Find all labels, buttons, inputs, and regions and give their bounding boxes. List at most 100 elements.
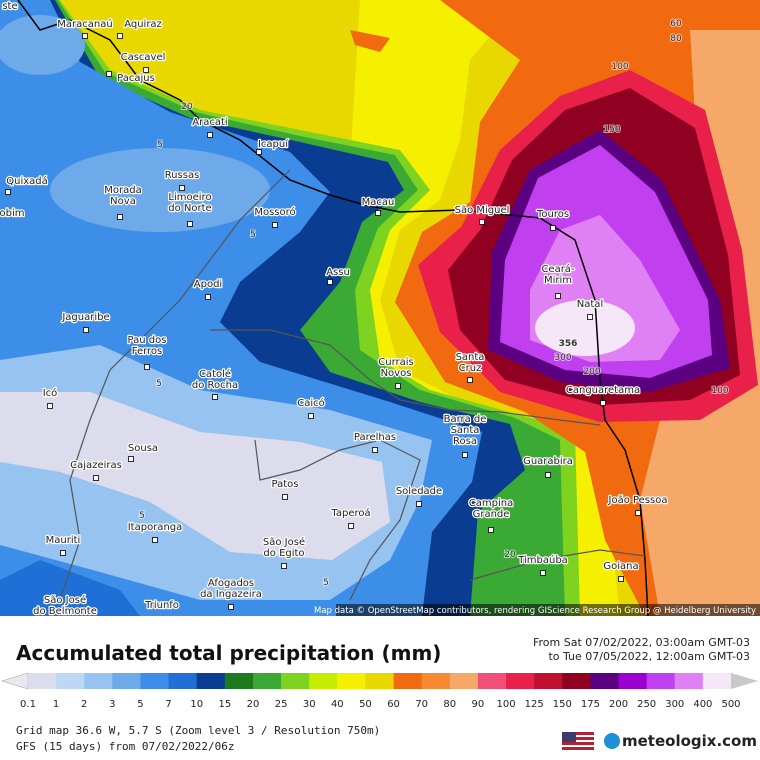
legend-label: 50 bbox=[359, 699, 372, 710]
place-label: Santa bbox=[456, 352, 485, 363]
legend-label: 500 bbox=[721, 699, 740, 710]
place-label: João Pessoa bbox=[608, 495, 668, 506]
place-label: Itaporanga bbox=[128, 522, 183, 533]
place-label: Cruz bbox=[459, 363, 482, 374]
place-label: Touros bbox=[536, 209, 569, 220]
region bbox=[0, 15, 85, 75]
legend-swatch bbox=[702, 673, 732, 689]
place-marker bbox=[348, 523, 354, 529]
legend-label: 70 bbox=[415, 699, 428, 710]
contour-label: 100 bbox=[611, 62, 628, 72]
place-label: Canguaretama bbox=[566, 385, 640, 396]
region bbox=[50, 148, 270, 232]
legend-label: 20 bbox=[247, 699, 260, 710]
title: Accumulated total precipitation (mm) bbox=[16, 641, 441, 665]
place-label: Novos bbox=[381, 368, 412, 379]
legend-label: 60 bbox=[387, 699, 400, 710]
legend-swatch bbox=[393, 673, 423, 689]
flag bbox=[562, 732, 594, 750]
brand[interactable]: meteologix.com bbox=[622, 732, 757, 750]
legend-swatch bbox=[56, 673, 85, 689]
place-label: Mauriti bbox=[46, 535, 81, 546]
contour-label: 5 bbox=[139, 511, 145, 521]
place-marker bbox=[117, 33, 123, 39]
legend-label: 90 bbox=[472, 699, 485, 710]
place-label: Nova bbox=[110, 196, 136, 207]
place-marker bbox=[282, 494, 288, 500]
place-label: Grande bbox=[473, 509, 510, 520]
place-label: Sousa bbox=[128, 443, 158, 454]
place-label: Afogados bbox=[208, 578, 254, 589]
contour-label: 20 bbox=[504, 550, 516, 560]
place-marker bbox=[281, 563, 287, 569]
place-marker bbox=[395, 383, 401, 389]
place-marker bbox=[635, 510, 641, 516]
place-label: São Miguel bbox=[455, 205, 510, 216]
region bbox=[640, 30, 760, 616]
period-from: From Sat 07/02/2022, 03:00am GMT-03 bbox=[533, 636, 750, 649]
place-marker bbox=[600, 400, 606, 406]
place-label: ste bbox=[2, 1, 17, 12]
place-marker bbox=[117, 214, 123, 220]
legend-swatch bbox=[196, 673, 226, 689]
place-label: Pau dos bbox=[128, 335, 167, 346]
legend-label: 1 bbox=[53, 699, 59, 710]
place-marker bbox=[467, 377, 473, 383]
place-label: Currais bbox=[378, 357, 413, 368]
place-label: do Norte bbox=[168, 203, 211, 214]
place-label: Campina bbox=[469, 498, 513, 509]
place-marker bbox=[207, 132, 213, 138]
legend-label: 15 bbox=[218, 699, 231, 710]
legend-swatch bbox=[112, 673, 141, 689]
region bbox=[0, 392, 390, 560]
place-label: Aracati bbox=[192, 117, 227, 128]
place-label: do Belmonte bbox=[33, 606, 97, 617]
legend-label: 200 bbox=[609, 699, 628, 710]
place-marker bbox=[550, 225, 556, 231]
place-marker bbox=[5, 189, 11, 195]
legend-label: 250 bbox=[637, 699, 656, 710]
contour-label: 100 bbox=[711, 386, 728, 396]
place-label: Natal bbox=[577, 299, 603, 310]
legend-label: 40 bbox=[331, 699, 344, 710]
legend-swatch bbox=[646, 673, 676, 689]
place-label: Quixadá bbox=[6, 175, 48, 187]
legend-label: 80 bbox=[443, 699, 456, 710]
legend-label: 2 bbox=[81, 699, 87, 710]
place-label: Assu bbox=[326, 267, 350, 278]
place-label: Parelhas bbox=[354, 432, 396, 443]
legend-label: 30 bbox=[303, 699, 316, 710]
legend-swatch bbox=[168, 673, 198, 689]
legend-swatch bbox=[477, 673, 507, 689]
legend-arrow-right bbox=[731, 673, 758, 689]
place-label: Timbaúba bbox=[517, 554, 568, 566]
place-label: Cajazeiras bbox=[70, 460, 122, 471]
place-marker bbox=[179, 185, 185, 191]
legend-label: 125 bbox=[525, 699, 544, 710]
place-label: Rosa bbox=[453, 436, 477, 447]
legend-swatch bbox=[674, 673, 704, 689]
legend-swatch bbox=[506, 673, 535, 689]
place-label: Barra de bbox=[444, 414, 487, 425]
place-marker bbox=[545, 472, 551, 478]
model-info: GFS (15 days) from 07/02/2022/06z bbox=[16, 740, 235, 753]
place-marker bbox=[272, 222, 278, 228]
place-marker bbox=[152, 537, 158, 543]
place-marker bbox=[82, 33, 88, 39]
legend-label: 175 bbox=[581, 699, 600, 710]
place-marker bbox=[205, 294, 211, 300]
legend-swatch bbox=[421, 673, 451, 689]
place-marker bbox=[308, 413, 314, 419]
contour-label: 300 bbox=[554, 353, 571, 363]
place-label: Icó bbox=[43, 387, 58, 399]
legend-arrow-left bbox=[1, 672, 29, 690]
place-marker bbox=[83, 327, 89, 333]
contour-label: 5 bbox=[323, 578, 329, 588]
place-label: Ceará- bbox=[541, 263, 575, 275]
legend-swatch bbox=[84, 673, 113, 689]
place-marker bbox=[327, 279, 333, 285]
legend-swatch bbox=[28, 673, 57, 689]
legend-label: 400 bbox=[693, 699, 712, 710]
